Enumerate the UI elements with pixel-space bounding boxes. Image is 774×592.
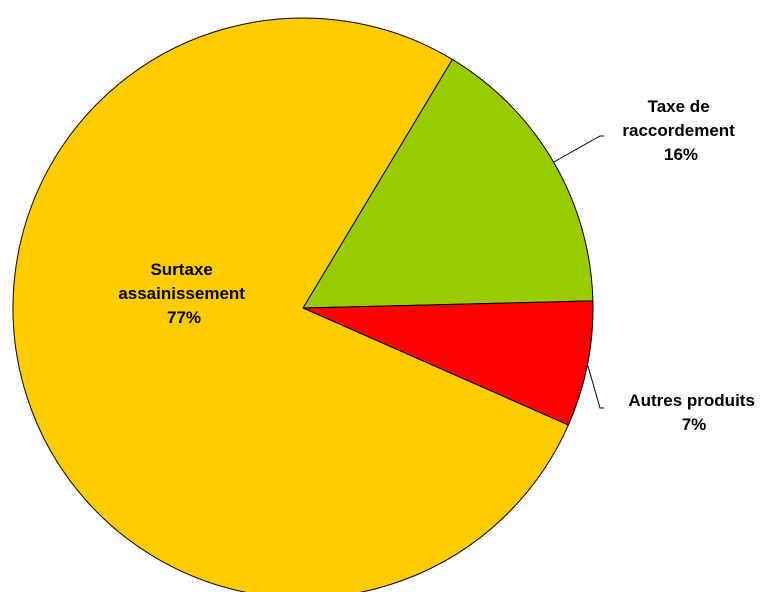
- slice-percent: 77%: [167, 308, 201, 327]
- slice-label-taxe-raccordement: Taxe de raccordement 16%: [622, 97, 739, 164]
- pie-slices: [12, 17, 594, 592]
- slice-percent: 16%: [664, 145, 698, 164]
- slice-label-line: raccordement: [622, 121, 735, 140]
- slice-label-line: Surtaxe: [150, 260, 212, 279]
- leader-line: [553, 135, 604, 163]
- leader-lines: [553, 135, 604, 409]
- slice-percent: 7%: [682, 415, 707, 434]
- slice-label-surtaxe-assainissement: Surtaxe assainissement 77%: [118, 260, 249, 327]
- slice-label-line: assainissement: [118, 284, 245, 303]
- pie-slice-autres-produits: [302, 300, 594, 426]
- slice-label-autres-produits: Autres produits 7%: [628, 391, 759, 434]
- leader-line: [586, 364, 604, 409]
- slice-label-line: Taxe de: [648, 97, 710, 116]
- pie-slice-taxe-de-raccordement: [302, 58, 594, 309]
- slice-label-line: Autres produits: [628, 391, 755, 410]
- pie-slice-surtaxe-assainissement: [12, 17, 569, 592]
